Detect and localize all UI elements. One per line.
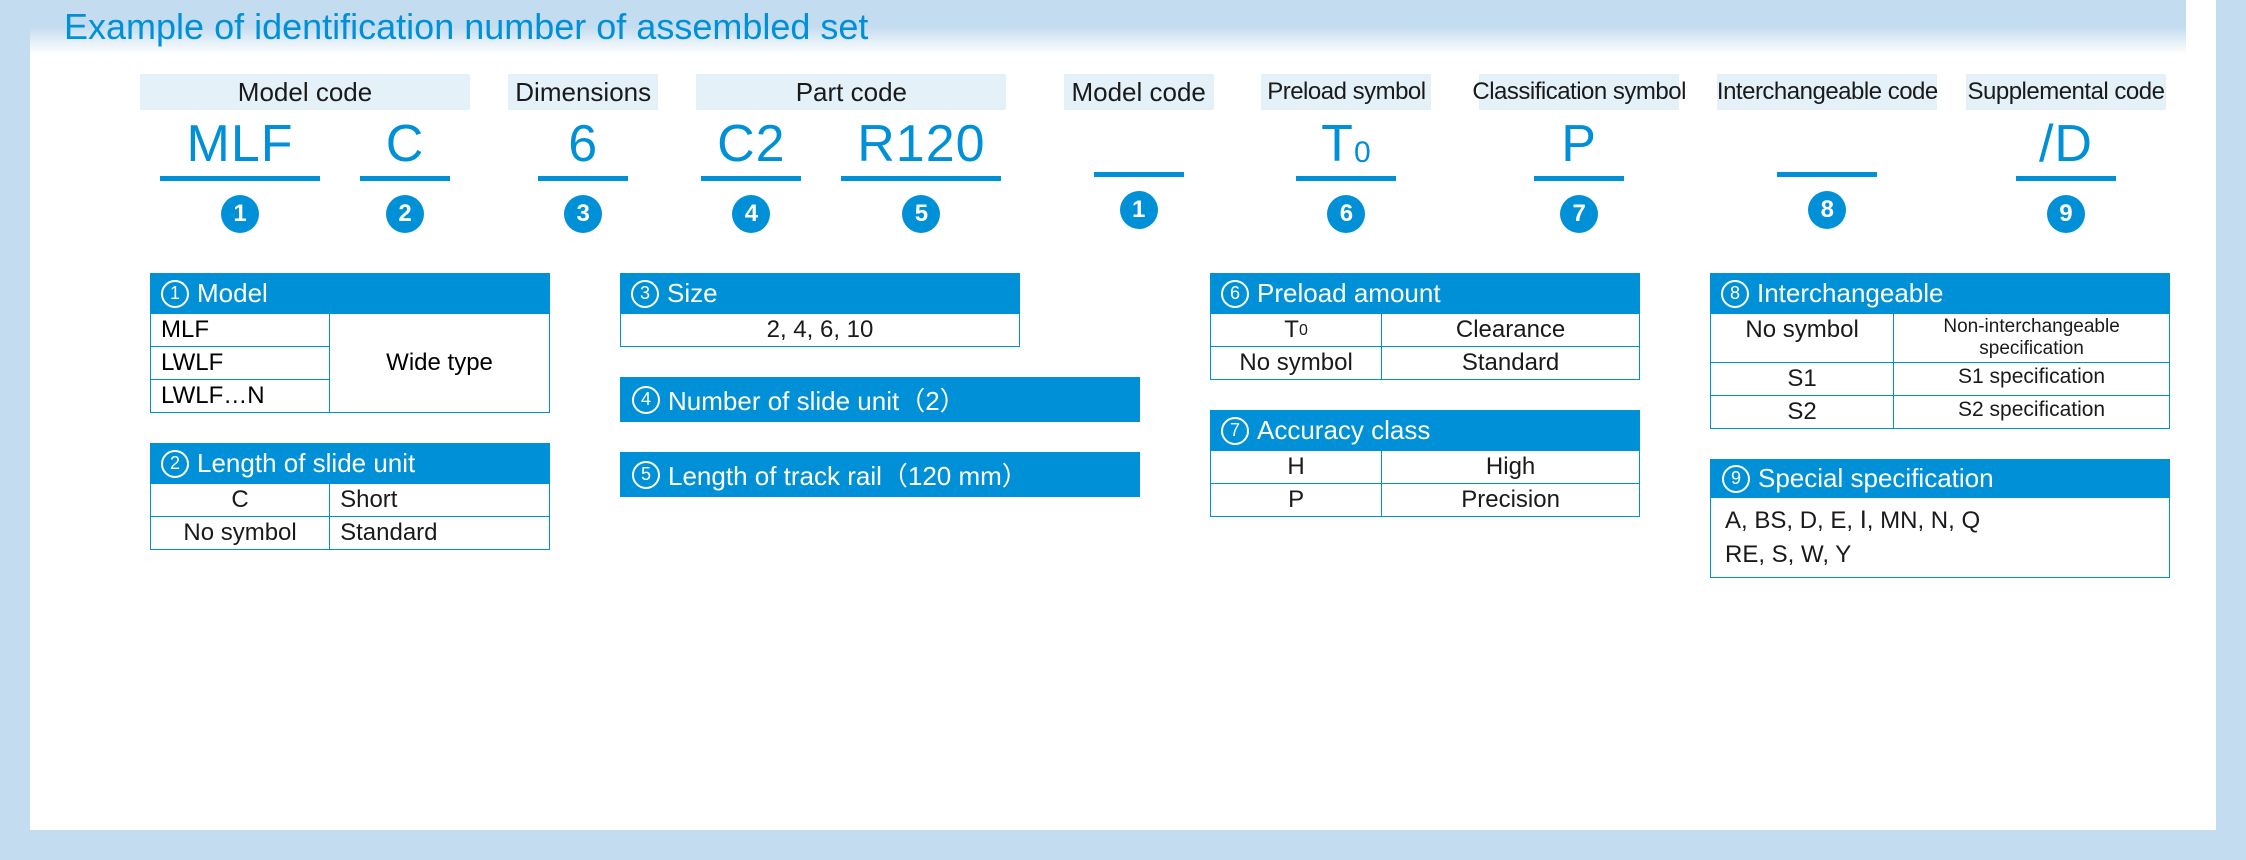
circle-7: 7 — [1560, 195, 1598, 233]
circle-9: 9 — [2047, 195, 2085, 233]
diagram-frame: Example of identification number of asse… — [0, 0, 2246, 860]
code-seg-6: T0 6 — [1296, 110, 1396, 233]
circle-6: 6 — [1327, 195, 1365, 233]
table-model: 1Model MLF LWLF LWLF…N Wide type — [150, 273, 550, 413]
circle-1: 1 — [221, 195, 259, 233]
header-model-code-2: Model code — [1064, 74, 1214, 110]
code-value-8 — [1817, 110, 1837, 170]
circle-4: 4 — [732, 195, 770, 233]
circle-5: 5 — [902, 195, 940, 233]
diagram-title: Example of identification number of asse… — [30, 0, 2186, 54]
tables-area: 1Model MLF LWLF LWLF…N Wide type 2Length… — [60, 243, 2186, 578]
header-interchangeable-code: Interchangeable code — [1717, 74, 1937, 110]
code-seg-7: P 7 — [1534, 110, 1624, 233]
code-value-7: P — [1551, 110, 1607, 174]
code-value-9: /D — [2029, 110, 2103, 174]
table-length-track-rail: 5Length of track rail（120 mm） — [620, 452, 1140, 497]
code-value-3: 6 — [558, 110, 608, 174]
circle-8: 8 — [1808, 191, 1846, 229]
code-seg-3: 6 3 — [538, 110, 628, 233]
circle-2: 2 — [386, 195, 424, 233]
table-preload-amount: 6Preload amount T0Clearance No symbolSta… — [1210, 273, 1640, 380]
table-special-specification: 9Special specification A, BS, D, E, Ⅰ, M… — [1710, 459, 2170, 578]
code-seg-1: MLF 1 — [160, 110, 320, 233]
header-model-code: Model code — [140, 74, 470, 110]
circle-1b: 1 — [1120, 191, 1158, 229]
header-part-code: Part code — [696, 74, 1006, 110]
header-preload-symbol: Preload symbol — [1261, 74, 1431, 110]
code-seg-9: /D 9 — [2016, 110, 2116, 233]
table-number-slide-unit: 4Number of slide unit（2） — [620, 377, 1140, 422]
code-seg-2: C 2 — [360, 110, 450, 233]
code-value-1b — [1129, 110, 1149, 170]
code-value-2: C — [376, 110, 435, 174]
code-seg-5: R120 5 — [841, 110, 1001, 233]
header-classification-symbol: Classification symbol — [1479, 74, 1679, 110]
code-seg-8: 8 — [1777, 110, 1877, 229]
table-interchangeable: 8Interchangeable No symbolNon-interchang… — [1710, 273, 2170, 429]
code-value-5: R120 — [847, 110, 995, 174]
table-size: 3Size 2, 4, 6, 10 — [620, 273, 1020, 347]
code-row: Model code MLF 1 C 2 Dimensions 6 — [60, 74, 2186, 243]
header-dimensions: Dimensions — [508, 74, 658, 110]
table-accuracy-class: 7Accuracy class HHigh PPrecision — [1210, 410, 1640, 517]
circle-3: 3 — [564, 195, 602, 233]
table-length-slide-unit: 2Length of slide unit CShort No symbolSt… — [150, 443, 550, 550]
header-supplemental-code: Supplemental code — [1966, 74, 2166, 110]
code-value-1: MLF — [177, 110, 304, 174]
code-seg-1b: 1 — [1094, 110, 1184, 229]
code-value-4: C2 — [707, 110, 795, 174]
code-value-6: T0 — [1311, 110, 1381, 174]
code-seg-4: C2 4 — [701, 110, 801, 233]
